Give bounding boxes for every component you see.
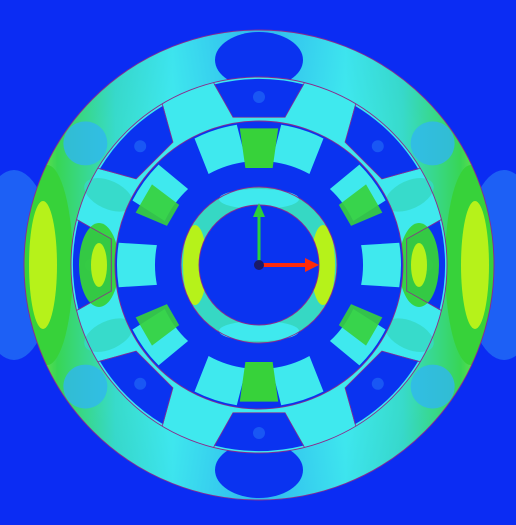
slot-outline-2: [406, 219, 442, 311]
pole-piece-7: [117, 242, 157, 288]
origin-dot-icon: [254, 260, 264, 270]
ring-bite-bottom: [215, 442, 303, 498]
ring-right-core: [461, 201, 489, 329]
slot-outline-7: [97, 103, 174, 180]
slot-shade-4: [253, 427, 265, 439]
slot-shade-3: [371, 377, 384, 390]
pole-piece-5: [194, 355, 247, 406]
rotor-ring-bottom: [219, 321, 299, 341]
rotor-ring-left-hot: [183, 225, 207, 305]
outline-circle-2: [114, 120, 404, 410]
ring-spot-2: [410, 364, 455, 409]
stator-warm-tooth-0: [385, 178, 434, 212]
outline-circle-0: [23, 29, 495, 501]
ring-spot-1: [63, 121, 108, 166]
green-tooth-top: [239, 128, 279, 168]
stator-warm-tooth-3: [84, 178, 133, 212]
slot-outline-4: [213, 412, 305, 448]
red-arrow-icon: [259, 258, 319, 272]
slot-shade-5: [134, 377, 147, 390]
ring-bite-top: [215, 32, 303, 88]
diag-tooth-3: [135, 304, 180, 346]
diag-tooth-1: [338, 184, 383, 226]
stator-warm-tooth-2: [84, 318, 133, 352]
axis-triad: [253, 203, 319, 272]
diag-tooth-0: [135, 184, 180, 226]
rotor-ring-top: [219, 189, 299, 209]
slot-outline-3: [344, 350, 421, 427]
slot-outline-6: [76, 219, 112, 311]
stator-warm-tooth-1: [385, 318, 434, 352]
outline-circle-1: [70, 76, 448, 454]
rotor-ring-right-hot: [311, 225, 335, 305]
stator-hot-core-left: [91, 243, 107, 287]
green-arrow-icon: [253, 203, 265, 265]
outline-circle-3: [180, 186, 338, 344]
ring-spot-3: [63, 364, 108, 409]
slot-outline-1: [344, 103, 421, 180]
green-tooth-bottom: [239, 362, 279, 402]
slot-outline-5: [97, 350, 174, 427]
diag-tooth-2: [338, 304, 383, 346]
slot-shade-1: [371, 140, 384, 153]
pole-piece-0: [271, 124, 324, 175]
y-axis-head: [253, 203, 265, 217]
stator-hot-core-right: [411, 243, 427, 287]
slot-shade-0: [253, 91, 265, 103]
ring-spot-0: [410, 121, 455, 166]
x-axis-head: [305, 258, 319, 272]
slot-outline-0: [213, 82, 305, 118]
ring-left-core: [29, 201, 57, 329]
pole-piece-2: [361, 242, 401, 288]
pole-piece-9: [194, 124, 247, 175]
slot-shade-7: [134, 140, 147, 153]
pole-piece-4: [271, 355, 324, 406]
